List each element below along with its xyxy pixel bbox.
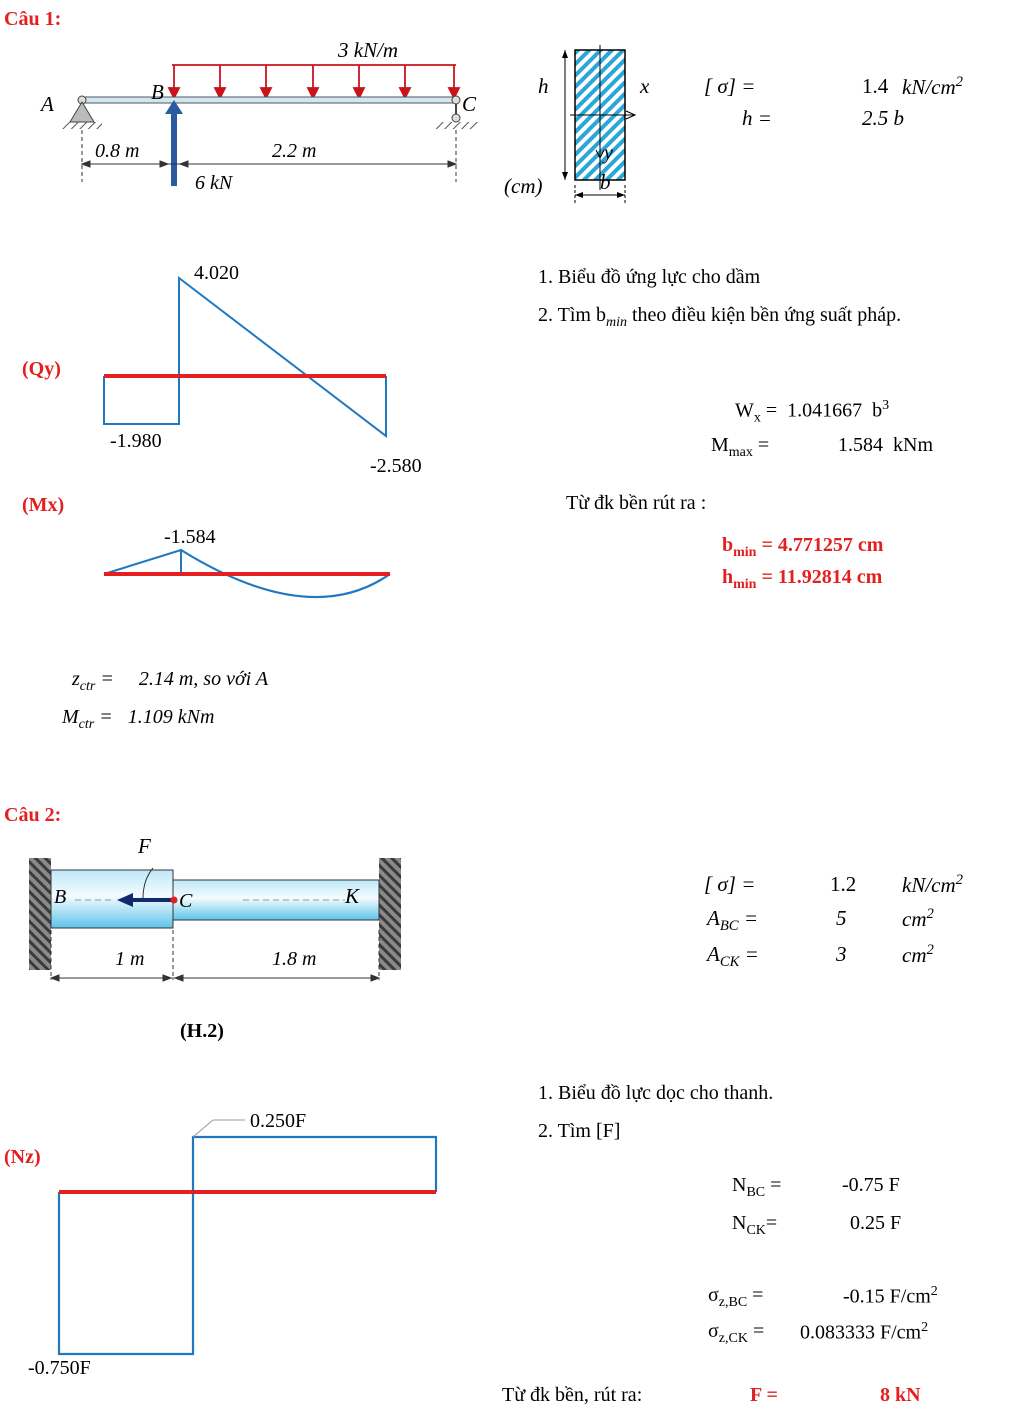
point-force-label: 6 kN [195,172,233,194]
ack-value: 3 [836,942,847,966]
q2-bar-figure [29,858,401,982]
sck-value: 0.083333 F/cm2 [800,1320,929,1344]
point-b2-label: B [54,886,67,908]
distributed-load-label: 3 kN/m [338,38,399,62]
q1-conclusion-text: Từ đk bền rút ra : [566,492,707,514]
dim-left-label: 0.8 m [95,140,140,162]
abc-unit: cm2 [902,906,934,931]
figure-caption: (H.2) [180,1020,224,1042]
q2-sigma-unit: kN/cm2 [902,872,963,897]
q2-conclusion-text: Từ đk bền, rút ra: [502,1384,643,1406]
f-result-value: 8 kN [880,1384,921,1406]
cross-section-figure [562,45,637,205]
q1-beam-figure [62,64,478,186]
ack-unit: cm2 [902,942,934,967]
roller-support-c [436,95,478,129]
abc-label: ABC = [707,906,759,935]
mmax-row: Mmax = [711,434,770,460]
nck-label: NCK= [732,1212,778,1238]
q1-sigma-value: 1.4 [862,74,889,98]
q2-task-1: 1. Biểu đồ lực dọc cho thanh. [538,1082,774,1104]
qy-curve [103,275,387,439]
dim-1m-label: 1 m [115,948,145,970]
force-f-label: F [138,834,151,858]
q1-h-value: 2.5 b [862,106,904,130]
dim-18m-label: 1.8 m [272,948,317,970]
mx-curve [180,549,391,599]
section-x-label: x [640,74,650,98]
f-result-label: F = [750,1384,778,1406]
right-wall [379,858,401,970]
nbc-label: NBC = [732,1174,782,1200]
q2-sigma-value: 1.2 [830,872,857,896]
z-ctr-row: zctr = 2.14 m, so với A [72,668,269,694]
nz-value-neg: -0.750F [28,1357,91,1379]
m-ctr-row: Mctr = 1.109 kNm [62,706,215,732]
q2-sigma-label: [ σ] = [704,872,756,896]
section-h-label: h [538,74,549,98]
section-y-label: y [604,142,613,164]
bar-dimensions [49,930,381,982]
nz-label: (Nz) [4,1146,41,1168]
sbc-value: -0.15 F/cm2 [843,1284,938,1308]
qy-value-max: 4.020 [194,262,239,284]
section-b-label: b [600,170,611,194]
qy-label: (Qy) [22,358,61,380]
q2-task-2: 2. Tìm [F] [538,1120,621,1142]
distributed-load-arrows [167,65,461,101]
qy-value-left: -1.980 [110,430,162,452]
nz-diagram [57,1119,438,1356]
bmin-result: bmin = 4.771257 cm [722,534,884,560]
sck-label: σz,CK = [708,1320,765,1346]
abc-value: 5 [836,906,847,930]
section-unit-label: (cm) [504,174,543,198]
q1-task-2: 2. Tìm bmin theo điều kiện bền ứng suất … [538,304,902,330]
q1-sigma-unit: kN/cm2 [902,74,963,99]
mx-diagram [103,548,391,599]
beam-dimensions [80,130,458,182]
mx-label: (Mx) [22,494,65,516]
axial-force-f [117,867,178,907]
point-k-label: K [345,884,360,908]
point-a-label: A [41,92,54,116]
mx-value-peak: -1.584 [164,526,216,548]
q2-title: Câu 2: [4,804,62,826]
point-force-b [165,100,183,186]
q1-sigma-label: [ σ] = [704,74,756,98]
pin-support-a [62,95,102,129]
mmax-value: 1.584 kNm [838,434,933,456]
beam-body [81,96,457,104]
nck-value: 0.25 F [850,1212,902,1234]
q1-task-1: 1. Biểu đồ ứng lực cho dầm [538,266,761,288]
q1-title: Câu 1: [4,8,62,30]
left-wall [29,858,51,970]
hmin-result: hmin = 11.92814 cm [722,566,883,592]
point-b-label: B [151,80,164,104]
q1-h-label: h = [742,106,772,130]
wx-row: Wx = 1.041667 b3 [735,398,890,426]
qy-diagram [103,275,387,439]
nbc-value: -0.75 F [842,1174,900,1196]
nz-value-pos: 0.250F [250,1110,307,1132]
point-c2-label: C [179,890,193,912]
sbc-label: σz,BC = [708,1284,764,1310]
point-c-label: C [462,92,477,116]
nz-curve [57,1135,438,1356]
qy-value-right: -2.580 [370,455,422,477]
ack-label: ACK = [707,942,759,971]
dim-right-label: 2.2 m [272,140,317,162]
